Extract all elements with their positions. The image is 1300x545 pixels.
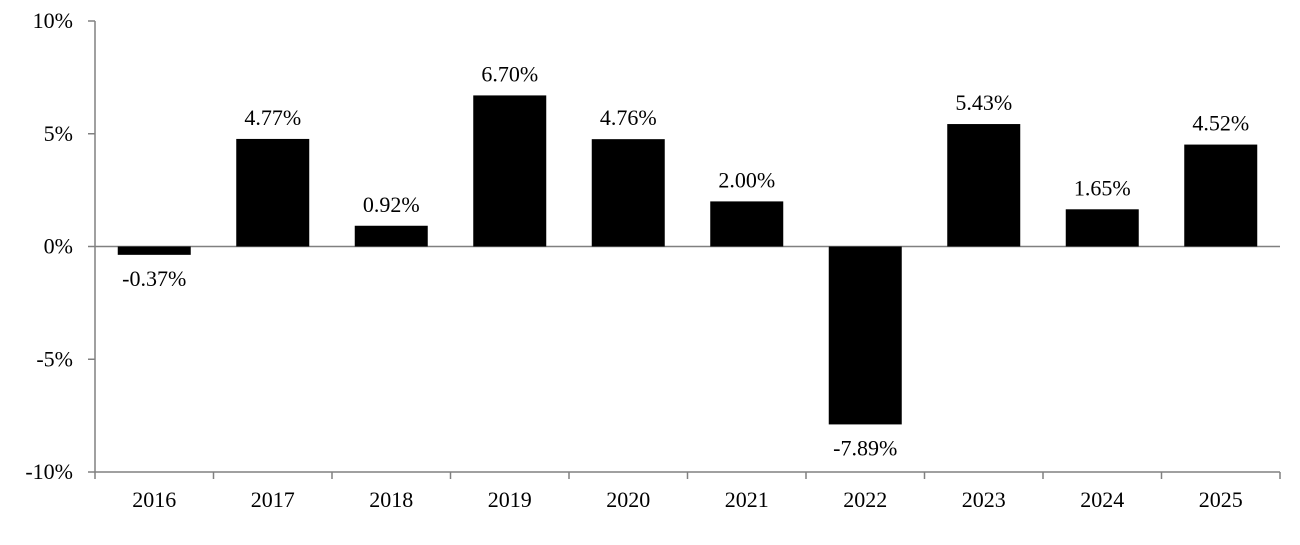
- bar-2025: [1184, 144, 1258, 247]
- y-tick-label: -5%: [36, 346, 73, 371]
- x-tick-label: 2021: [725, 487, 769, 512]
- data-label-2019: 6.70%: [481, 61, 538, 86]
- data-label-2018: 0.92%: [363, 192, 420, 217]
- data-label-2024: 1.65%: [1074, 175, 1131, 200]
- bar-2020: [591, 139, 665, 247]
- bar-2023: [947, 124, 1021, 247]
- data-label-2016: -0.37%: [122, 266, 186, 291]
- data-label-2020: 4.76%: [600, 105, 657, 130]
- bar-2022: [828, 246, 902, 425]
- y-tick-label: -10%: [25, 459, 73, 484]
- x-tick-label: 2019: [488, 487, 532, 512]
- data-label-2017: 4.77%: [244, 105, 301, 130]
- x-tick-label: 2023: [962, 487, 1006, 512]
- bar-2019: [473, 95, 547, 247]
- data-label-2021: 2.00%: [718, 167, 775, 192]
- data-labels: -0.37% 4.77% 0.92% 6.70% 4.76% 2.00% -7.89% 5.4…: [122, 61, 1249, 460]
- bar-2024: [1065, 209, 1139, 247]
- x-tick-label: 2016: [132, 487, 176, 512]
- y-tick-label: 0%: [44, 234, 73, 259]
- data-label-2023: 5.43%: [955, 90, 1012, 115]
- data-label-2022: -7.89%: [833, 435, 897, 460]
- y-tick-label: 10%: [33, 8, 73, 33]
- bar-2018: [354, 225, 428, 247]
- bar-2016: [117, 246, 191, 255]
- bar-2017: [236, 138, 310, 247]
- bar-2021: [710, 201, 784, 247]
- x-tick-label: 2020: [606, 487, 650, 512]
- y-tick-label: 5%: [44, 121, 73, 146]
- bars: [117, 95, 1258, 425]
- data-label-2025: 4.52%: [1192, 111, 1249, 136]
- x-tick-label: 2017: [251, 487, 295, 512]
- x-tick-label: 2018: [369, 487, 413, 512]
- axes: 10% 5% 0% -5% -10% 2016 2017 2018 2019 2020 2021 20…: [25, 8, 1281, 512]
- x-tick-label: 2025: [1199, 487, 1243, 512]
- x-tick-label: 2022: [843, 487, 887, 512]
- x-tick-label: 2024: [1080, 487, 1124, 512]
